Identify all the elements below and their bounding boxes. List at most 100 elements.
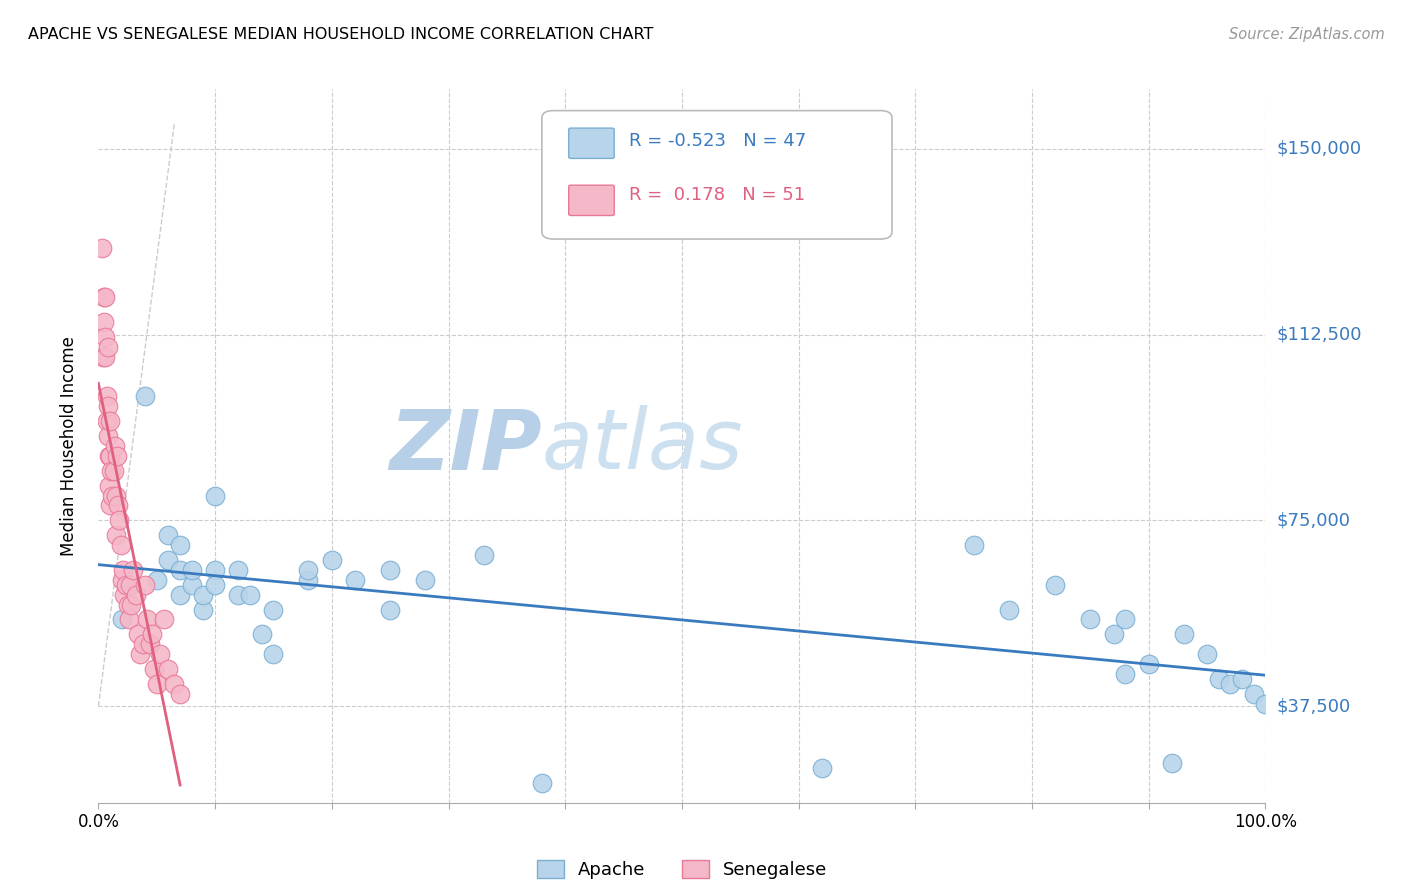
Point [297, 573, 319, 587]
Point [297, 563, 319, 577]
Text: APACHE VS SENEGALESE MEDIAN HOUSEHOLD INCOME CORRELATION CHART: APACHE VS SENEGALESE MEDIAN HOUSEHOLD IN… [28, 27, 654, 42]
Point [344, 573, 367, 587]
Point [169, 563, 191, 577]
Point [91, 350, 114, 364]
Point [111, 573, 134, 587]
Text: Source: ZipAtlas.com: Source: ZipAtlas.com [1229, 27, 1385, 42]
Point [163, 677, 186, 691]
Point [118, 578, 141, 592]
Point [1230, 672, 1253, 686]
Point [997, 602, 1019, 616]
Text: R =  0.178   N = 51: R = 0.178 N = 51 [630, 186, 806, 203]
Point [1219, 677, 1241, 691]
Point [134, 578, 156, 592]
Point [1114, 667, 1136, 681]
Point [120, 598, 142, 612]
Point [149, 647, 172, 661]
Point [228, 563, 250, 577]
Point [110, 538, 132, 552]
Point [108, 513, 131, 527]
Point [239, 588, 262, 602]
Point [152, 612, 174, 626]
Text: $75,000: $75,000 [1277, 511, 1351, 529]
Point [132, 637, 155, 651]
Text: $150,000: $150,000 [1277, 140, 1361, 158]
Point [250, 627, 273, 641]
Point [111, 563, 134, 577]
Point [378, 602, 402, 616]
Point [125, 588, 148, 602]
Point [1208, 672, 1230, 686]
Point [141, 627, 163, 641]
Point [962, 538, 984, 552]
Point [101, 489, 124, 503]
Point [1137, 657, 1160, 671]
Point [169, 687, 191, 701]
Point [100, 464, 122, 478]
FancyBboxPatch shape [568, 186, 614, 216]
Text: R = -0.523   N = 47: R = -0.523 N = 47 [630, 132, 807, 150]
Point [98, 499, 121, 513]
Point [98, 414, 121, 428]
Y-axis label: Median Household Income: Median Household Income [59, 336, 77, 556]
Point [193, 588, 215, 602]
Point [94, 330, 117, 344]
Point [1102, 627, 1125, 641]
Point [90, 241, 112, 255]
Point [472, 548, 495, 562]
Point [111, 612, 134, 626]
Point [321, 553, 343, 567]
Point [115, 578, 138, 592]
Point [94, 290, 117, 304]
Point [1161, 756, 1184, 771]
Point [157, 528, 180, 542]
Point [139, 637, 162, 651]
Point [93, 290, 115, 304]
Point [107, 499, 129, 513]
Point [97, 478, 120, 492]
Point [1045, 578, 1067, 592]
Point [104, 439, 127, 453]
Point [97, 449, 120, 463]
Point [103, 464, 125, 478]
Point [117, 598, 139, 612]
Point [122, 563, 145, 577]
Legend: Apache, Senegalese: Apache, Senegalese [529, 853, 835, 887]
Point [104, 528, 127, 542]
Point [180, 578, 202, 592]
Point [157, 662, 180, 676]
Point [169, 538, 191, 552]
Point [157, 553, 180, 567]
Point [1173, 627, 1195, 641]
Point [180, 563, 202, 577]
Point [146, 677, 169, 691]
Point [1080, 612, 1102, 626]
Point [193, 602, 215, 616]
Point [204, 563, 226, 577]
Point [129, 647, 152, 661]
Point [97, 340, 120, 354]
FancyBboxPatch shape [568, 128, 614, 159]
Point [1114, 612, 1136, 626]
Point [127, 627, 149, 641]
Point [262, 602, 284, 616]
Point [96, 414, 118, 428]
Point [530, 776, 553, 790]
Point [146, 573, 169, 587]
Text: $37,500: $37,500 [1277, 698, 1351, 715]
Point [98, 449, 121, 463]
Text: atlas: atlas [541, 406, 744, 486]
Point [94, 350, 117, 364]
Point [378, 563, 402, 577]
Point [136, 612, 159, 626]
Point [96, 389, 118, 403]
Text: ZIP: ZIP [389, 406, 541, 486]
Point [97, 429, 120, 443]
Point [93, 315, 115, 329]
Point [112, 588, 135, 602]
Point [1243, 687, 1265, 701]
Point [204, 578, 226, 592]
Point [97, 400, 120, 414]
Point [413, 573, 436, 587]
Point [118, 612, 141, 626]
